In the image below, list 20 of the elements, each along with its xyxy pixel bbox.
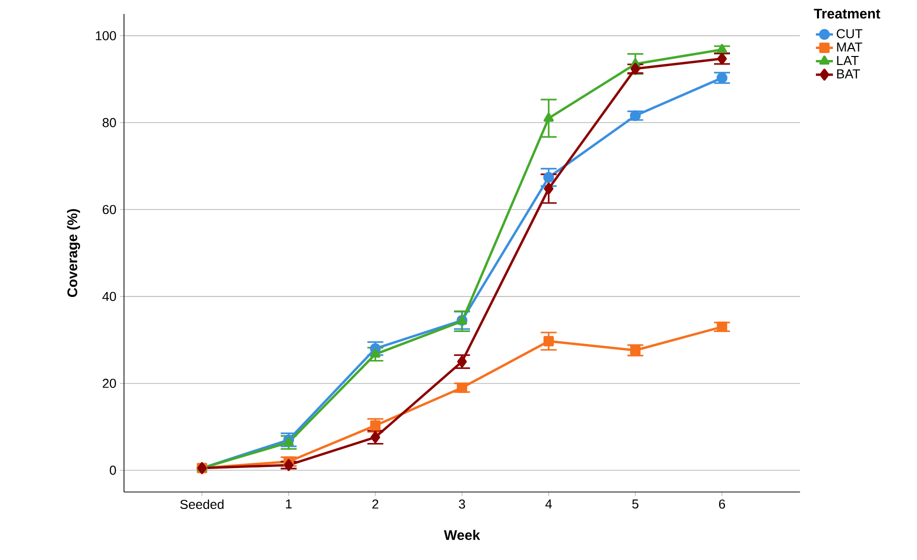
x-tick-label: Seeded — [180, 499, 224, 509]
y-tick-label: 80 — [102, 118, 116, 128]
y-tick-label: 60 — [102, 204, 116, 214]
y-axis-title: Coverage (%) — [67, 209, 80, 297]
y-tick-label: 100 — [96, 31, 116, 40]
x-tick-label: 4 — [545, 499, 552, 508]
y-tick-label: 40 — [102, 292, 116, 302]
x-tick-label: 5 — [632, 499, 638, 509]
x-axis-title: Week — [444, 530, 480, 540]
legend-title: Treatment — [814, 8, 880, 19]
x-tick-label: 6 — [719, 499, 726, 509]
x-tick-label: 2 — [372, 499, 378, 509]
x-tick-label: 1 — [286, 499, 292, 508]
legend-label: CUT — [836, 29, 862, 38]
y-tick-label: 0 — [110, 466, 116, 475]
x-tick-label: 3 — [458, 499, 466, 509]
legend-label: LAT — [837, 56, 859, 65]
legend-label: BAT — [837, 69, 860, 78]
y-tick-label: 20 — [102, 378, 116, 388]
legend-label: MAT — [837, 42, 862, 52]
